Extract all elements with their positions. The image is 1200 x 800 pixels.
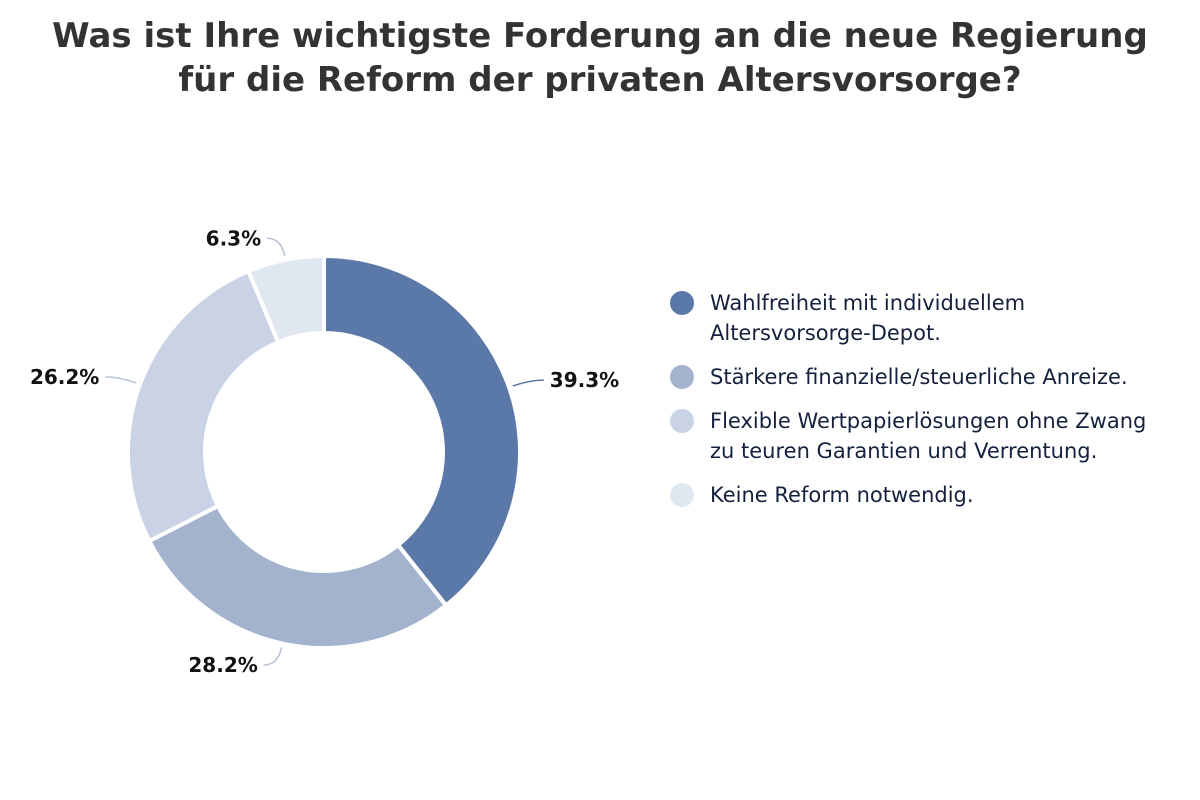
donut-slice-keine-reform	[245, 253, 326, 345]
leader-line-wahlfreiheit	[512, 379, 544, 387]
data-label-wahlfreiheit: 39.3%	[550, 368, 619, 392]
data-label-anreize: 28.2%	[188, 653, 257, 677]
chart-title-line-2: für die Reform der privaten Altersvorsor…	[178, 60, 1022, 100]
donut-slice-wahlfreiheit	[322, 253, 522, 609]
legend-swatch	[670, 291, 694, 315]
legend-swatch	[670, 409, 694, 433]
legend-swatch	[670, 483, 694, 507]
leader-line-anreize	[263, 647, 283, 666]
legend-item-keine-reform: Keine Reform notwendig.	[670, 480, 1190, 510]
legend-item-wertpapierloesungen: Flexible Wertpapierlösungen ohne Zwang z…	[670, 406, 1190, 466]
donut-slice-anreize	[146, 503, 449, 650]
leader-line-keine-reform	[267, 237, 286, 257]
leader-line-wertpapierloesungen	[105, 376, 137, 384]
legend-item-anreize: Stärkere finanzielle/steuerliche Anreize…	[670, 362, 1190, 392]
legend-label: Flexible Wertpapierlösungen ohne Zwang z…	[710, 409, 1147, 463]
chart-title-line-1: Was ist Ihre wichtigste Forderung an die…	[52, 16, 1148, 56]
legend-swatch	[670, 365, 694, 389]
legend-label: Stärkere finanzielle/steuerliche Anreize…	[710, 365, 1128, 389]
data-label-wertpapierloesungen: 26.2%	[30, 365, 99, 389]
legend: Wahlfreiheit mit individuellem Altersvor…	[670, 288, 1190, 524]
legend-item-wahlfreiheit: Wahlfreiheit mit individuellem Altersvor…	[670, 288, 1190, 348]
legend-label: Keine Reform notwendig.	[710, 483, 974, 507]
legend-label: Wahlfreiheit mit individuellem Altersvor…	[710, 291, 1026, 345]
donut-slice-wertpapierloesungen	[126, 268, 281, 544]
chart-title: Was ist Ihre wichtigste Forderung an die…	[0, 14, 1200, 102]
data-label-keine-reform: 6.3%	[206, 226, 261, 250]
